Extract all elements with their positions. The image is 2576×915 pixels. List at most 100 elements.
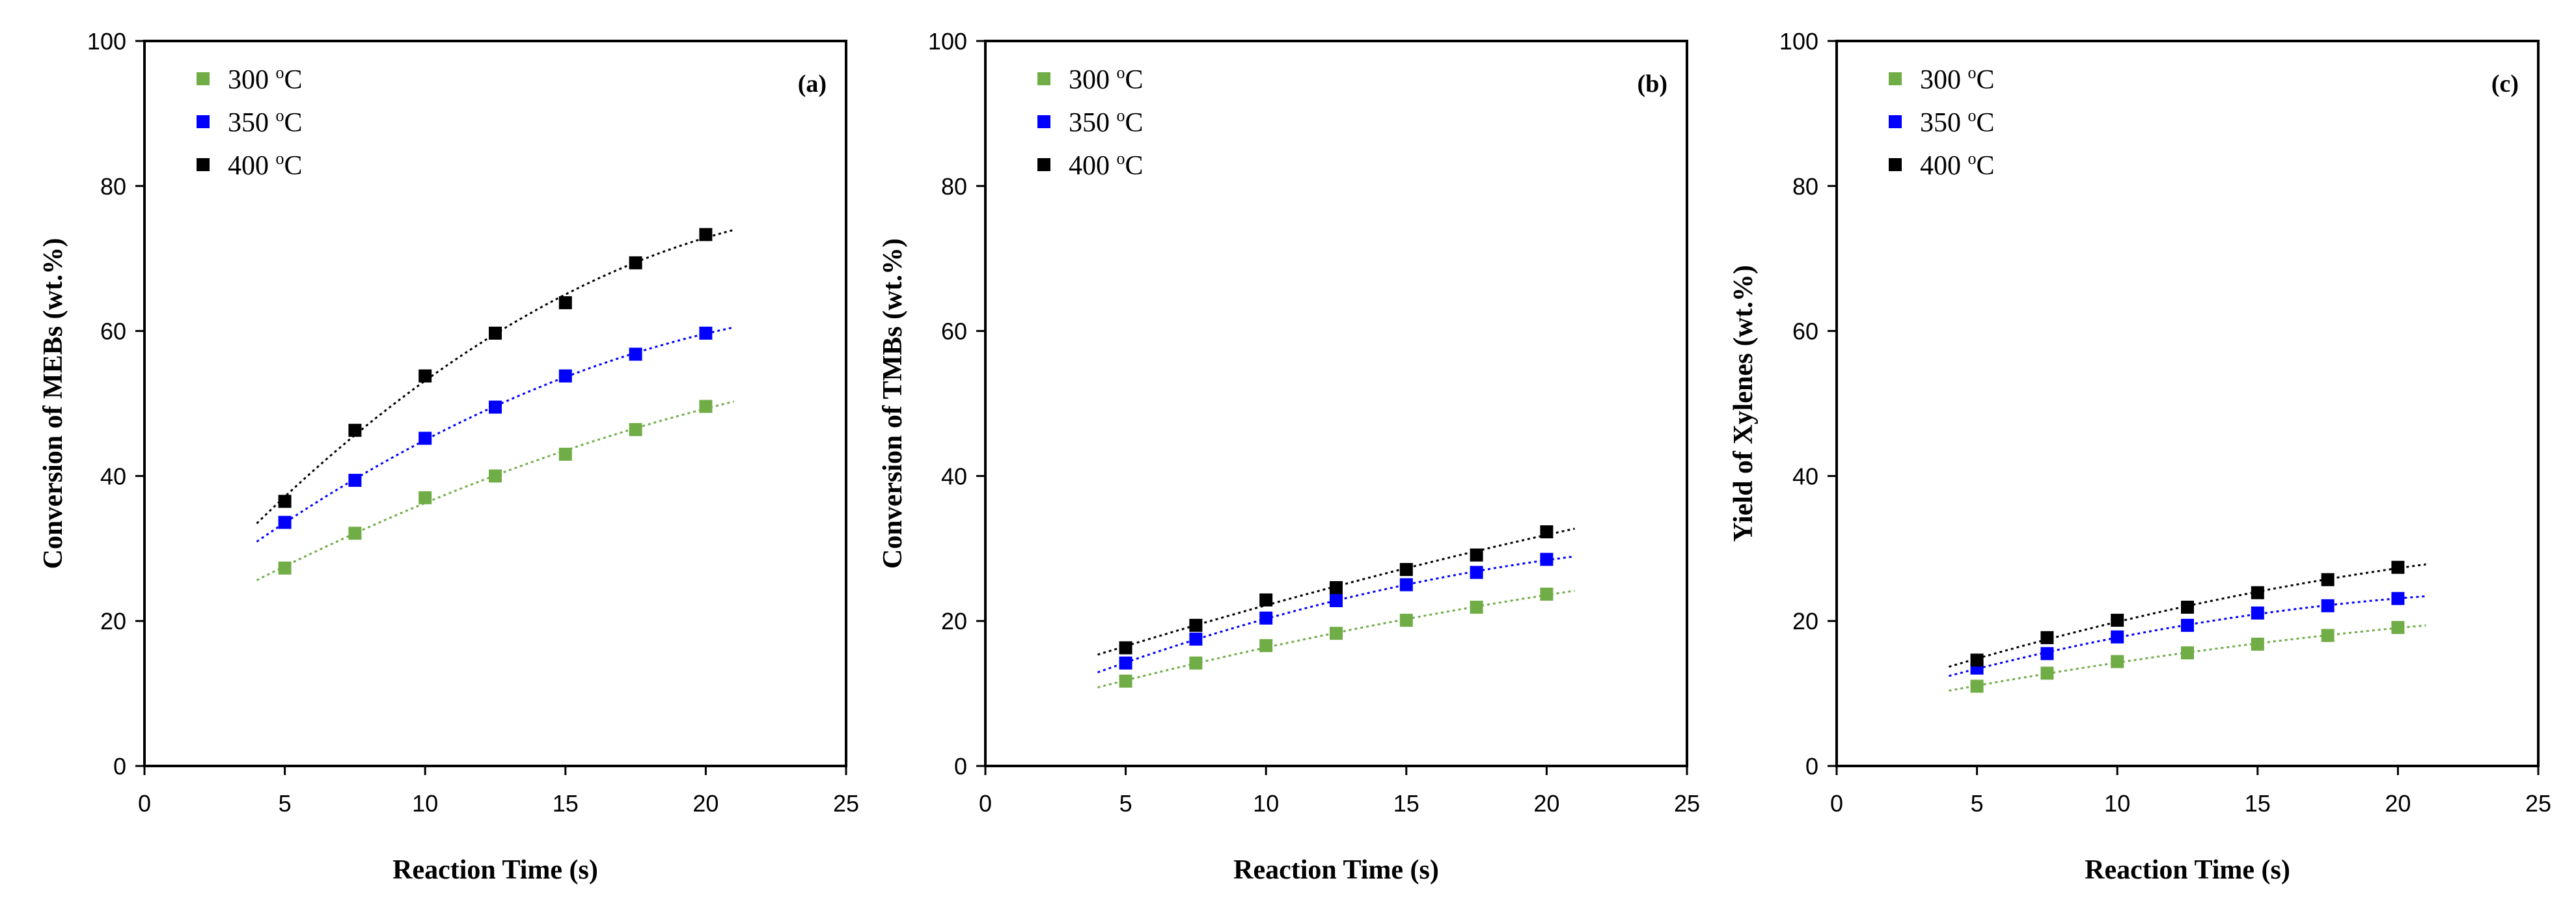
x-tick-label: 5 — [1971, 790, 1984, 817]
legend-marker-350 — [197, 115, 210, 128]
data-point-400 — [1540, 525, 1554, 539]
data-point-350 — [2391, 592, 2405, 605]
data-point-300 — [2040, 666, 2054, 680]
data-point-350 — [2040, 647, 2054, 661]
y-tick-label: 20 — [1792, 608, 1818, 635]
y-tick-label: 100 — [87, 28, 126, 55]
y-axis-title: Conversion of MEBs (wt.%) — [38, 238, 68, 569]
x-tick-label: 10 — [412, 790, 438, 817]
data-point-300 — [558, 447, 572, 461]
y-tick-label: 100 — [1779, 28, 1818, 55]
legend-marker-350 — [1037, 115, 1050, 128]
legend: 300 oC 350 oC 400 oC — [1889, 63, 1995, 181]
data-point-300 — [2251, 637, 2264, 651]
legend-marker-400 — [1037, 158, 1050, 171]
x-tick-label: 15 — [1393, 790, 1419, 817]
x-axis-title: Reaction Time (s) — [392, 855, 598, 885]
data-point-300 — [699, 400, 713, 413]
data-point-400 — [278, 495, 292, 508]
x-tick-label: 15 — [553, 790, 579, 817]
legend: 300 oC 350 oC 400 oC — [1037, 63, 1144, 181]
data-point-350 — [348, 474, 362, 487]
data-point-300 — [348, 526, 362, 540]
data-point-300 — [489, 469, 502, 483]
data-point-300 — [278, 561, 292, 575]
trendline-350 — [1949, 595, 2426, 677]
x-axis-title: Reaction Time (s) — [1233, 855, 1439, 885]
legend-label-400: 400 oC — [1920, 149, 1995, 181]
data-point-300 — [2181, 646, 2194, 660]
series-400 — [1097, 525, 1575, 656]
data-point-300 — [1970, 679, 1984, 693]
legend: 300 oC 350 oC 400 oC — [197, 63, 303, 181]
y-tick-label: 80 — [1792, 173, 1818, 200]
y-tick-label: 0 — [1805, 753, 1818, 780]
data-point-350 — [2251, 606, 2264, 620]
series-300 — [1097, 587, 1575, 689]
data-point-300 — [2321, 629, 2335, 642]
y-tick-label: 40 — [1792, 463, 1818, 489]
x-tick-label: 20 — [1533, 790, 1559, 817]
plot-frame — [1835, 40, 2540, 767]
x-tick-label: 5 — [279, 790, 292, 817]
series-300 — [256, 400, 734, 581]
panel-label: (a) — [798, 70, 827, 98]
data-point-350 — [1540, 553, 1554, 566]
y-tick-label: 80 — [941, 173, 967, 200]
trendline-350 — [256, 326, 734, 543]
trendline-300 — [256, 400, 734, 581]
data-point-350 — [1399, 578, 1413, 592]
data-point-350 — [629, 348, 642, 361]
y-tick-label: 0 — [113, 753, 126, 780]
x-tick-label: 20 — [692, 790, 719, 817]
panel-label: (c) — [2491, 70, 2519, 98]
data-point-400 — [699, 228, 713, 241]
x-tick-label: 25 — [1674, 790, 1700, 817]
data-point-400 — [1330, 580, 1343, 594]
x-tick-label: 10 — [2104, 790, 2130, 817]
legend-marker-300 — [1037, 72, 1050, 85]
x-tick-label: 15 — [2245, 790, 2271, 817]
data-point-400 — [418, 369, 432, 383]
x-tick-label: 25 — [833, 790, 859, 817]
data-point-300 — [629, 423, 642, 437]
legend-label-300: 300 oC — [1069, 63, 1144, 95]
data-point-300 — [1399, 614, 1413, 627]
legend-label-300: 300 oC — [1920, 63, 1995, 95]
y-tick-label: 60 — [941, 318, 967, 345]
plot-frame — [143, 40, 847, 767]
series-350 — [256, 326, 734, 543]
data-point-300 — [1540, 587, 1554, 601]
x-tick-label: 0 — [138, 790, 151, 817]
data-point-300 — [1330, 627, 1343, 640]
legend-marker-400 — [197, 158, 210, 171]
data-point-400 — [1189, 618, 1203, 632]
y-tick-label: 40 — [100, 463, 126, 489]
legend-label-400: 400 oC — [1069, 149, 1144, 181]
data-point-350 — [1470, 566, 1483, 579]
data-point-400 — [1970, 653, 1984, 667]
legend-label-350: 350 oC — [228, 106, 303, 138]
data-point-300 — [418, 491, 432, 504]
data-point-300 — [1470, 601, 1483, 614]
chart-panel-2: 0 20 40 60 80 100 0 5 10 15 20 25 Reaction Time (s) C… — [878, 28, 1700, 885]
data-point-350 — [1330, 594, 1343, 608]
legend-label-400: 400 oC — [228, 149, 303, 181]
y-axis-title: Yield of Xylenes (wt.%) — [1729, 265, 1759, 541]
y-tick-label: 20 — [100, 608, 126, 635]
legend-marker-350 — [1889, 115, 1902, 128]
x-tick-label: 0 — [979, 790, 992, 817]
data-point-400 — [1119, 641, 1132, 655]
y-tick-label: 20 — [941, 608, 967, 635]
data-point-300 — [1259, 639, 1273, 653]
data-point-350 — [489, 400, 502, 414]
y-tick-label: 60 — [100, 318, 126, 345]
data-point-300 — [2391, 621, 2405, 635]
data-point-350 — [2111, 630, 2124, 644]
data-point-350 — [1119, 656, 1132, 670]
x-tick-label: 10 — [1253, 790, 1279, 817]
data-point-400 — [629, 256, 642, 269]
data-point-400 — [1470, 548, 1483, 562]
legend-label-300: 300 oC — [228, 63, 303, 95]
data-point-300 — [2111, 655, 2124, 668]
